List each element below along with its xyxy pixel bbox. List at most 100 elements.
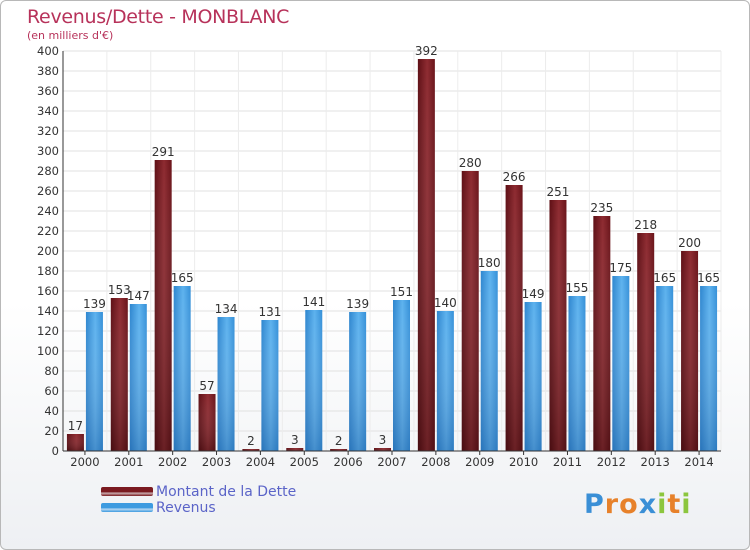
data-label: 2: [335, 434, 343, 448]
bar-revenus-shade: [349, 312, 367, 451]
bar-dette-shade: [242, 449, 260, 451]
legend-label-revenus: Revenus: [156, 500, 216, 516]
bar-dette-shade: [154, 160, 172, 451]
data-label: 57: [199, 379, 214, 393]
data-label: 175: [609, 261, 632, 275]
data-label: 165: [697, 271, 720, 285]
data-label: 3: [379, 433, 387, 447]
x-tick-label: 2009: [465, 455, 494, 469]
bar-revenus-shade: [173, 286, 191, 451]
data-label: 165: [653, 271, 676, 285]
legend-label-dette: Montant de la Dette: [156, 484, 297, 500]
y-tick-label: 260: [37, 184, 59, 198]
data-label: 218: [634, 218, 657, 232]
data-label: 266: [503, 170, 526, 184]
x-tick-label: 2014: [684, 455, 713, 469]
bar-dette-shade: [593, 216, 611, 451]
bar-revenus-shade: [700, 286, 718, 451]
logo-letter: t: [667, 489, 682, 520]
legend-swatch-dette: [101, 487, 153, 496]
data-label: 251: [547, 185, 570, 199]
logo-letter: i: [657, 489, 668, 520]
bar-dette-shade: [330, 449, 348, 451]
bar-dette-shade: [637, 233, 655, 451]
x-tick-label: 2003: [202, 455, 231, 469]
data-label: 155: [566, 281, 589, 295]
x-tick-label: 2008: [421, 455, 450, 469]
x-tick-label: 2004: [246, 455, 275, 469]
y-tick-label: 20: [44, 424, 59, 438]
bar-dette-shade: [286, 448, 304, 451]
data-label: 235: [590, 201, 613, 215]
bar-revenus-shade: [656, 286, 674, 451]
bar-dette-shade: [417, 59, 435, 451]
y-tick-label: 200: [37, 244, 59, 258]
x-tick-label: 2005: [290, 455, 319, 469]
data-label: 151: [390, 285, 413, 299]
proxiti-logo: Proxiti: [584, 489, 692, 520]
bar-dette-shade: [461, 171, 479, 451]
logo-letter: r: [604, 489, 620, 520]
y-tick-label: 40: [44, 404, 59, 418]
data-label: 291: [152, 145, 175, 159]
bar-dette-shade: [374, 448, 391, 451]
x-tick-label: 2002: [158, 455, 187, 469]
y-tick-label: 400: [37, 44, 59, 58]
data-label: 139: [346, 297, 369, 311]
bar-revenus-shade: [393, 300, 410, 451]
logo-letter: o: [619, 489, 639, 520]
bar-dette-shade: [549, 200, 567, 451]
bar-dette-shade: [198, 394, 216, 451]
y-tick-label: 300: [37, 144, 59, 158]
bar-revenus-shade: [480, 271, 498, 451]
y-tick-label: 380: [37, 64, 59, 78]
bar-revenus-shade: [436, 311, 454, 451]
y-tick-label: 0: [52, 444, 59, 458]
data-label: 180: [478, 256, 501, 270]
x-tick-label: 2012: [597, 455, 626, 469]
data-label: 153: [108, 283, 131, 297]
bar-revenus-shade: [85, 312, 103, 451]
y-tick-label: 180: [37, 264, 59, 278]
bar-revenus-shade: [612, 276, 630, 451]
x-tick-label: 2001: [114, 455, 143, 469]
data-label: 280: [459, 156, 482, 170]
y-tick-label: 140: [37, 304, 59, 318]
y-tick-label: 320: [37, 124, 59, 138]
data-label: 134: [215, 302, 238, 316]
data-label: 200: [678, 236, 701, 250]
x-tick-label: 2006: [333, 455, 362, 469]
data-label: 2: [247, 434, 255, 448]
data-label: 139: [83, 297, 106, 311]
data-label: 17: [68, 419, 83, 433]
bar-dette-shade: [66, 434, 84, 451]
logo-letter: i: [681, 489, 692, 520]
logo-letter: P: [584, 489, 605, 520]
x-tick-label: 2000: [70, 455, 99, 469]
x-tick-label: 2013: [641, 455, 670, 469]
bar-dette-shade: [505, 185, 523, 451]
data-label: 149: [522, 287, 545, 301]
x-tick-label: 2011: [553, 455, 582, 469]
data-label: 147: [127, 289, 150, 303]
x-tick-label: 2010: [509, 455, 538, 469]
bar-revenus-shade: [568, 296, 586, 451]
bar-dette-shade: [110, 298, 128, 451]
y-tick-label: 360: [37, 84, 59, 98]
data-label: 141: [302, 295, 325, 309]
y-tick-label: 60: [44, 384, 59, 398]
bar-revenus-shade: [261, 320, 279, 451]
y-tick-label: 340: [37, 104, 59, 118]
bar-revenus-shade: [217, 317, 235, 451]
chart-title: Revenus/Dette - MONBLANC: [27, 6, 290, 28]
x-tick-label: 2007: [377, 455, 406, 469]
y-tick-label: 240: [37, 204, 59, 218]
y-tick-label: 280: [37, 164, 59, 178]
logo-letter: x: [638, 489, 658, 520]
data-label: 131: [258, 305, 281, 319]
y-tick-label: 220: [37, 224, 59, 238]
data-label: 392: [415, 44, 438, 58]
legend-swatch-revenus: [101, 503, 153, 512]
y-tick-label: 120: [37, 324, 59, 338]
